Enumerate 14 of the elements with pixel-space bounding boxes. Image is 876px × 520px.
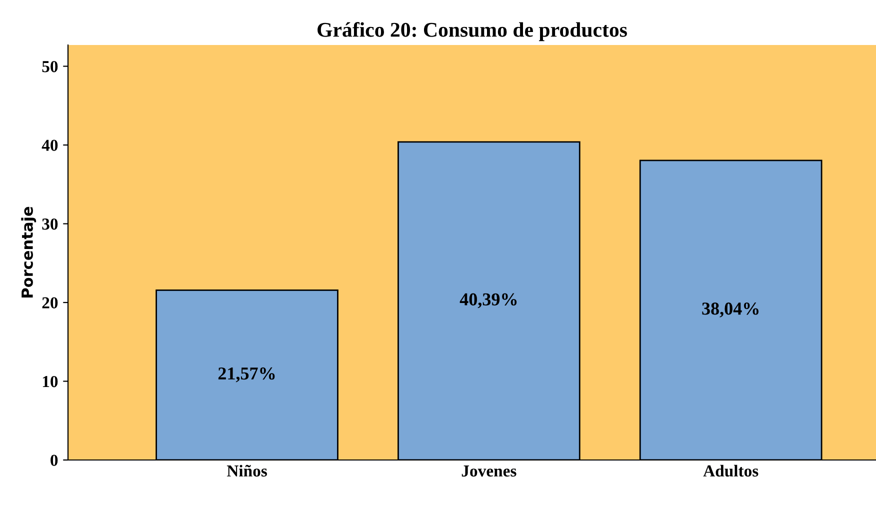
x-tick-label: Jovenes <box>462 466 516 477</box>
chart-title: Gráfico 20: Consumo de productos <box>318 22 627 42</box>
y-tick-label: 0 <box>50 454 58 466</box>
y-axis-title: Porcentaje <box>21 206 36 298</box>
y-tick-label: 40 <box>42 140 58 151</box>
data-label: 21,57% <box>218 367 275 382</box>
x-tick-label: Niños <box>226 464 267 477</box>
y-tick-label: 30 <box>42 218 58 230</box>
x-tick-label: Adultos <box>703 464 758 477</box>
y-tick-label: 20 <box>42 297 58 308</box>
data-label: 40,39% <box>460 293 517 308</box>
y-tick-label: 10 <box>42 376 58 388</box>
y-tick-label: 50 <box>42 60 58 72</box>
data-label: 38,04% <box>702 302 758 318</box>
